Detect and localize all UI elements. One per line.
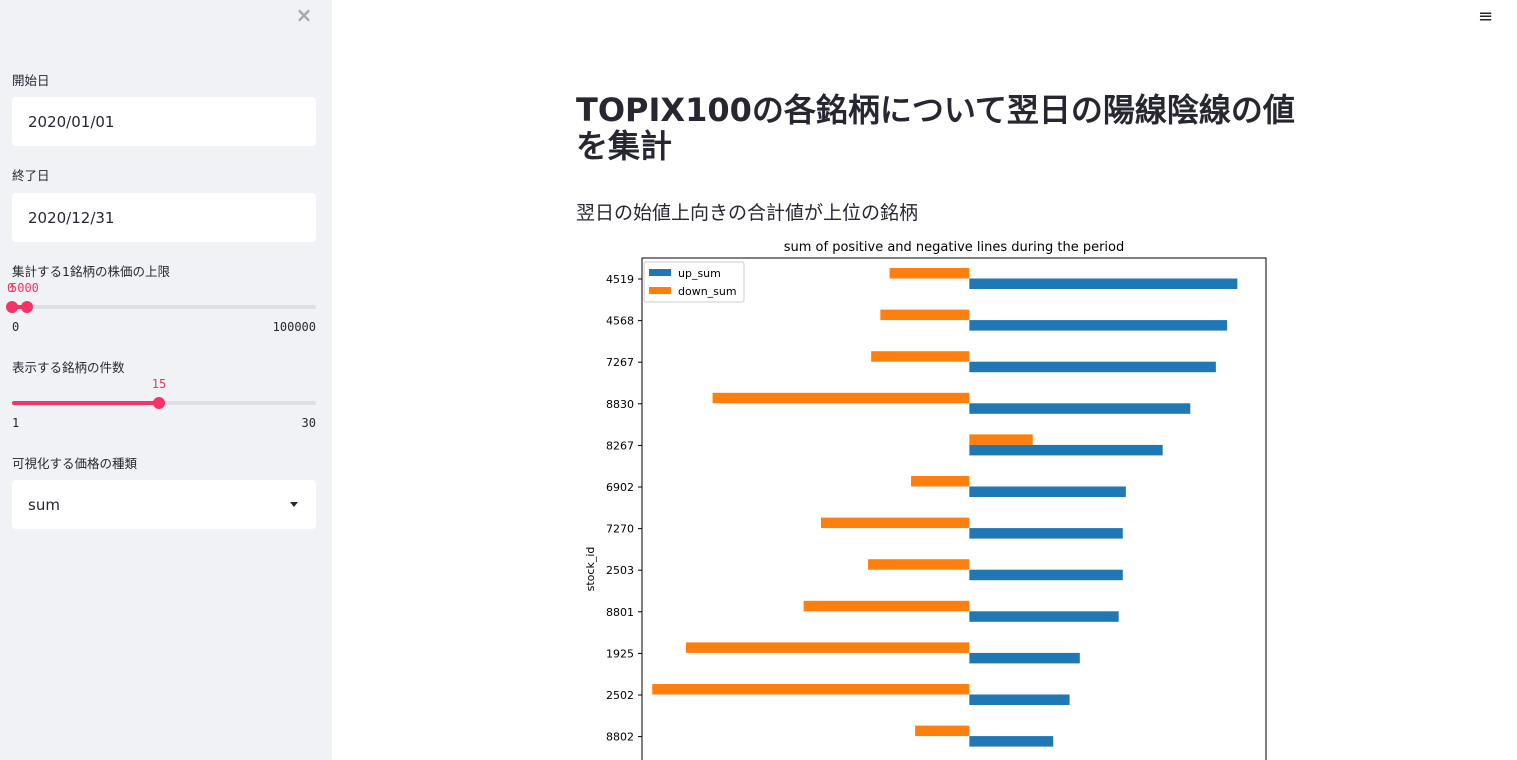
up-sum-bar <box>969 611 1119 622</box>
up-sum-bar <box>969 278 1238 289</box>
legend-swatch-down <box>649 287 671 294</box>
up-sum-bar <box>969 320 1228 331</box>
legend-label-down: down_sum <box>678 285 737 298</box>
count-fill <box>12 401 159 405</box>
count-max: 30 <box>301 416 316 430</box>
count-label: 表示する銘柄の件数 <box>12 360 125 375</box>
up-sum-bar <box>969 694 1070 705</box>
price-limit-low-thumb[interactable] <box>6 301 18 313</box>
legend-swatch-up <box>649 269 671 276</box>
down-sum-bar <box>969 434 1033 445</box>
down-sum-bar <box>915 725 970 737</box>
down-sum-bar <box>803 600 970 612</box>
bar-chart: sum of positive and negative lines durin… <box>584 240 1267 760</box>
start-date-label: 開始日 <box>12 73 50 88</box>
y-tick-label: 7267 <box>606 356 634 369</box>
y-tick-label: 6902 <box>606 481 634 494</box>
y-tick-label: 8267 <box>606 439 634 452</box>
chevron-down-icon <box>290 502 298 507</box>
start-date-input[interactable]: 2020/01/01 <box>12 97 316 146</box>
end-date-value: 2020/12/31 <box>28 208 115 227</box>
price-limit-label: 集計する1銘柄の株価の上限 <box>12 264 170 279</box>
chart-title: sum of positive and negative lines durin… <box>784 240 1125 255</box>
up-sum-bar <box>969 528 1123 539</box>
price-limit-low-value: 0 <box>7 281 15 295</box>
count-value: 15 <box>151 377 167 391</box>
y-tick-label: 1925 <box>606 647 634 660</box>
price-type-select[interactable]: sum <box>12 480 316 529</box>
count-thumb[interactable] <box>152 397 165 409</box>
down-sum-bar <box>685 642 970 653</box>
down-sum-bar <box>911 476 970 487</box>
price-limit-high-value: 5000 <box>10 281 39 295</box>
price-limit-max: 100000 <box>272 320 316 334</box>
price-limit-high-thumb[interactable] <box>21 301 34 313</box>
price-type-label: 可視化する価格の種類 <box>12 456 138 471</box>
price-limit-min: 0 <box>12 320 20 334</box>
down-sum-bar <box>889 268 970 279</box>
page-title: TOPIX100の各銘柄について翌日の陽線陰線の値を集計 <box>576 91 1295 165</box>
down-sum-bar <box>821 517 970 529</box>
y-tick-label: 8802 <box>606 731 634 744</box>
end-date-label: 終了日 <box>12 168 50 183</box>
end-date-input[interactable]: 2020/12/31 <box>12 193 316 242</box>
sidebar: × 開始日 2020/01/01 終了日 2020/12/31 集計する1銘柄の… <box>0 0 332 760</box>
y-tick-label: 4568 <box>606 315 634 328</box>
down-sum-bar <box>652 684 970 695</box>
close-sidebar-icon[interactable]: × <box>295 3 313 27</box>
y-tick-label: 8801 <box>606 606 634 619</box>
y-tick-label: 2502 <box>606 689 634 702</box>
up-sum-bar <box>969 486 1126 497</box>
y-axis-label: stock_id <box>584 547 597 592</box>
y-tick-label: 7270 <box>606 523 634 536</box>
down-sum-bar <box>871 351 970 362</box>
hamburger-menu-icon[interactable]: ≡ <box>1478 6 1494 27</box>
up-sum-bar <box>969 361 1216 373</box>
up-sum-bar <box>969 403 1191 414</box>
section-subtitle: 翌日の始値上向きの合計値が上位の銘柄 <box>576 202 919 224</box>
count-min: 1 <box>12 416 20 430</box>
count-slider[interactable] <box>12 397 316 409</box>
legend-label-up: up_sum <box>678 267 721 280</box>
y-tick-label: 2503 <box>606 564 634 577</box>
down-sum-bar <box>712 392 970 404</box>
up-sum-bar <box>969 652 1080 664</box>
up-sum-bar <box>969 736 1054 747</box>
up-sum-bar <box>969 569 1123 581</box>
plot-frame <box>641 257 1267 760</box>
down-sum-bar <box>868 559 970 570</box>
down-sum-bar <box>880 309 970 321</box>
price-type-value: sum <box>28 495 60 514</box>
price-limit-fill <box>12 305 28 309</box>
y-tick-label: 4519 <box>606 273 634 286</box>
up-sum-bar <box>969 444 1163 456</box>
price-limit-slider[interactable] <box>6 301 316 313</box>
y-tick-label: 8830 <box>606 398 634 411</box>
start-date-value: 2020/01/01 <box>28 112 115 131</box>
